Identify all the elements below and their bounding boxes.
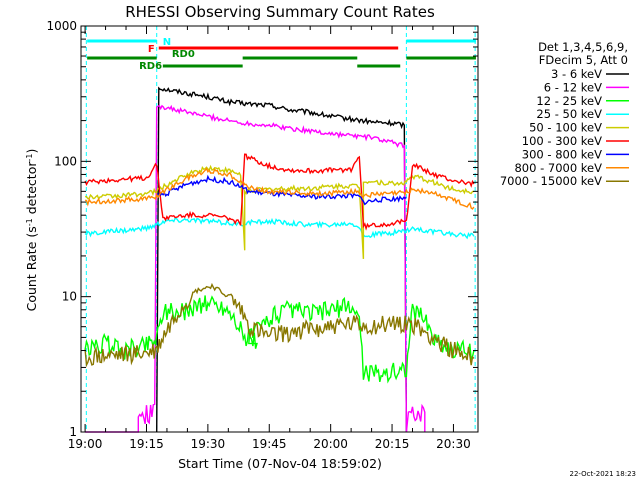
timestamp: 22-Oct-2021 18:23 [570, 470, 636, 478]
y-tick-label: 1 [69, 425, 77, 439]
flag-label-1: F [148, 44, 155, 55]
y-tick-labels: 1 10 100 1000 [46, 19, 77, 439]
plot-frame [80, 25, 479, 433]
legend-label-8: 7000 - 15000 keV [500, 174, 602, 188]
axes [80, 25, 479, 433]
y-axis-title: Count Rate (s-1 detector-1) [24, 149, 39, 312]
legend-header-1: Det 1,3,4,5,6,9, [538, 40, 628, 54]
y-tick-label: 1000 [46, 19, 77, 33]
legend-label-6: 300 - 800 keV [522, 147, 602, 161]
flag-label-2: RD0 [172, 49, 195, 60]
x-tick-label: 20:30 [436, 437, 471, 451]
flag-label-3: RD6 [139, 61, 162, 72]
x-tick-label: 19:00 [68, 437, 103, 451]
x-axis-title: Start Time (07-Nov-04 18:59:02) [178, 456, 382, 471]
series-line-2 [84, 295, 475, 384]
series-line-7 [84, 167, 475, 210]
legend-label-4: 50 - 100 keV [529, 121, 602, 135]
legend-label-5: 100 - 300 keV [522, 134, 602, 148]
legend-label-7: 800 - 7000 keV [514, 161, 602, 175]
chart-title: RHESSI Observing Summary Count Rates [125, 3, 435, 21]
plot-area [84, 26, 476, 433]
legend-label-1: 6 - 12 keV [544, 80, 602, 94]
y-tick-label: 100 [54, 154, 77, 168]
series-line-4 [85, 164, 474, 259]
series-line-1 [85, 104, 426, 433]
x-tick-label: 20:15 [375, 437, 410, 451]
x-tick-label: 20:00 [313, 437, 348, 451]
series-line-3 [84, 217, 475, 240]
series-line-6 [156, 174, 407, 206]
series-line-8 [84, 282, 475, 368]
observing-flags: NF RD0 RD6 [87, 37, 476, 72]
legend: Det 1,3,4,5,6,9, FDecim 5, Att 0 3 - 6 k… [500, 40, 629, 188]
x-tick-label: 19:45 [252, 437, 287, 451]
series-line-5 [84, 153, 475, 231]
legend-label-0: 3 - 6 keV [551, 67, 602, 81]
series-line-0 [156, 86, 408, 433]
y-tick-label: 10 [62, 290, 77, 304]
x-tick-label: 19:30 [191, 437, 226, 451]
legend-label-3: 25 - 50 keV [536, 107, 602, 121]
legend-label-2: 12 - 25 keV [536, 94, 602, 108]
x-tick-labels: 19:00 19:15 19:30 19:45 20:00 20:15 20:30 [68, 437, 471, 451]
legend-header-2: FDecim 5, Att 0 [539, 53, 628, 67]
x-tick-label: 19:15 [129, 437, 164, 451]
flag-label-0: N [163, 37, 171, 48]
